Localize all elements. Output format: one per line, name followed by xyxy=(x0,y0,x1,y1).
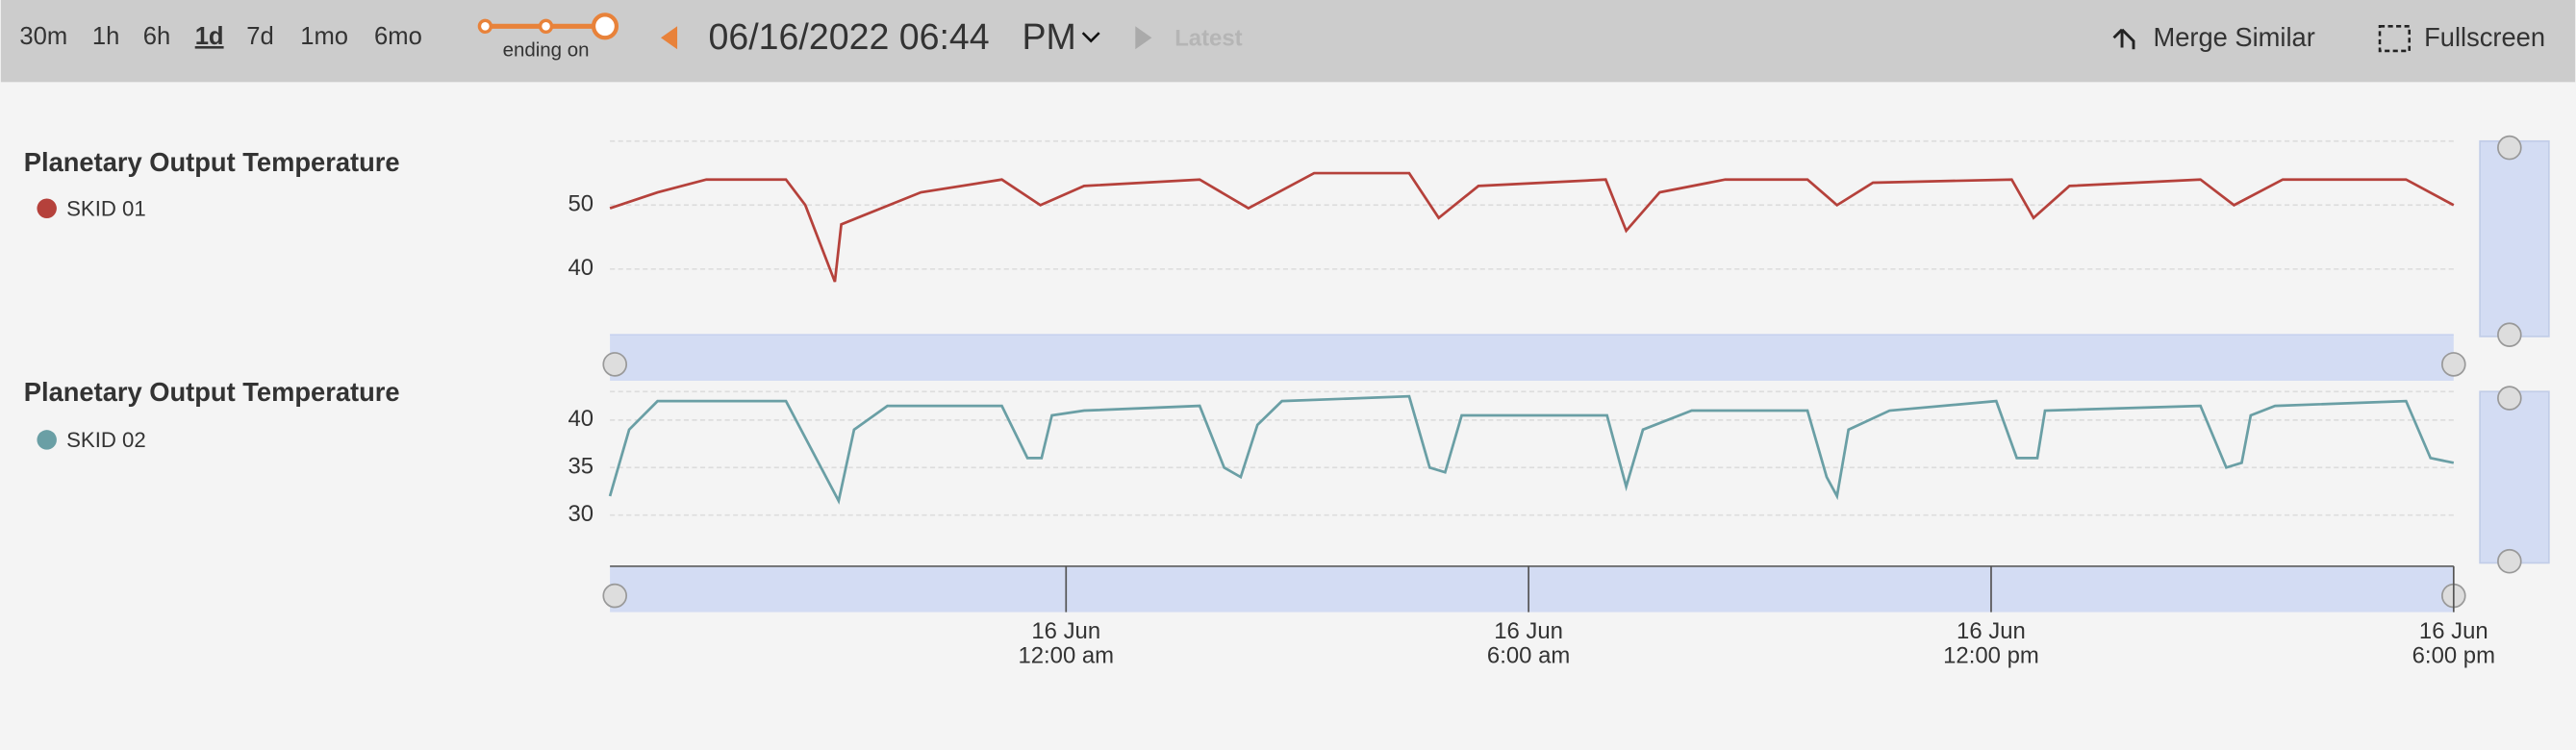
x-tick-label-box: 16 Jun 6:00 pm xyxy=(2412,618,2495,668)
end-slider[interactable]: ending on xyxy=(477,12,619,61)
x-tick-label: 16 Jun 12:00 pm xyxy=(1943,618,2039,668)
series-line xyxy=(608,394,2455,505)
range-button[interactable]: 30m xyxy=(19,23,67,50)
chart-title: Planetary Output Temperature xyxy=(24,377,400,407)
legend-marker xyxy=(37,430,57,450)
datetime-dropdown[interactable] xyxy=(1081,32,1100,43)
y-scroller[interactable] xyxy=(2479,139,2550,338)
fullscreen-icon[interactable] xyxy=(2378,25,2412,53)
merge-icon[interactable] xyxy=(2112,28,2135,50)
next-button xyxy=(1135,26,1152,50)
legend-label: SKID 01 xyxy=(66,196,146,220)
series-line xyxy=(609,171,2455,283)
range-button[interactable]: 1d xyxy=(195,23,224,50)
y-scroller[interactable] xyxy=(2479,390,2550,564)
range-button[interactable]: 1mo xyxy=(300,23,348,50)
y-scroller-handle xyxy=(2497,322,2522,347)
x-tick-label: 16 Jun 6:00 am xyxy=(1486,618,1571,668)
merge-button[interactable]: Merge Similar xyxy=(2153,22,2314,52)
chart-title: Planetary Output Temperature xyxy=(24,147,400,177)
navigator xyxy=(610,335,2454,381)
y-scroller-handle xyxy=(2497,386,2522,411)
navigator-handle[interactable] xyxy=(2441,352,2466,377)
range-button[interactable]: 6h xyxy=(143,23,170,50)
legend-marker xyxy=(37,198,57,219)
toolbar xyxy=(0,0,2576,83)
legend-label: SKID 02 xyxy=(66,428,146,452)
slider-label: ending on xyxy=(503,38,590,61)
prev-button[interactable] xyxy=(661,26,678,50)
y-tick-label: 50 xyxy=(568,191,593,217)
latest-button: Latest xyxy=(1174,25,1242,51)
datetime[interactable]: 06/16/2022 06:44 xyxy=(709,16,990,57)
y-tick-label: 40 xyxy=(568,406,593,432)
y-tick-label: 40 xyxy=(568,255,593,281)
y-tick-label: 30 xyxy=(568,501,593,527)
range-button[interactable]: 1h xyxy=(92,23,119,50)
navigator xyxy=(610,565,2454,612)
range-button[interactable]: 6mo xyxy=(374,23,422,50)
navigator-handle[interactable] xyxy=(602,583,628,609)
y-tick-label: 35 xyxy=(568,454,593,480)
range-buttons: 30m 1h 6h 1d 7d 1mo 6mo xyxy=(19,23,421,50)
x-tick-label: 16 Jun 12:00 am xyxy=(1018,618,1115,668)
fullscreen-button[interactable]: Fullscreen xyxy=(2424,22,2545,52)
x-tick-label: 16 Jun 6:00 pm xyxy=(2412,618,2495,668)
meridiem[interactable]: PM xyxy=(1023,16,1076,57)
range-button[interactable]: 7d xyxy=(246,23,273,50)
y-scroller-handle xyxy=(2497,548,2522,574)
x-tick-label-box: 16 Jun 12:00 pm xyxy=(1943,618,2039,668)
x-tick-label-box: 16 Jun 6:00 am xyxy=(1486,618,1571,668)
navigator-handle[interactable] xyxy=(602,352,628,377)
x-tick-label-box: 16 Jun 12:00 am xyxy=(1018,618,1115,668)
y-scroller-handle xyxy=(2497,135,2522,161)
